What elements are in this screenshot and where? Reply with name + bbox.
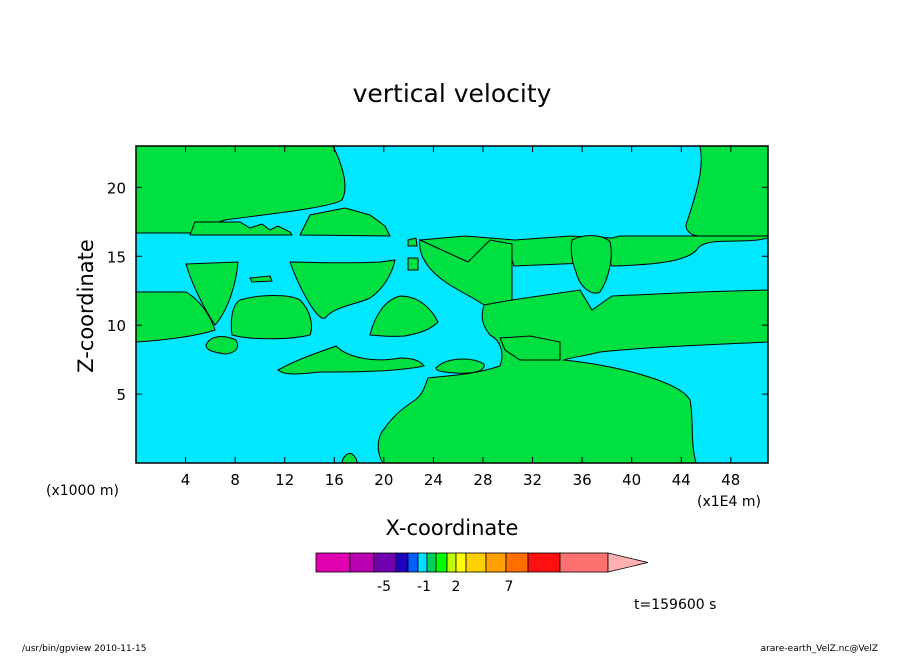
x-tick-label: 20 (374, 471, 393, 489)
region-positive-middle-band (277, 345, 425, 375)
colorbar-swatch (435, 552, 448, 573)
x-tick-label: 8 (230, 471, 240, 489)
colorbar-label: -5 (377, 579, 391, 595)
colorbar-swatch (559, 552, 609, 573)
region-positive-middle-left-band (135, 291, 216, 343)
colorbar-swatch (349, 552, 375, 573)
colorbar-swatch (485, 552, 507, 573)
region-positive-bottom-blob (341, 453, 358, 464)
region-positive-middle-left-cell (185, 261, 239, 326)
region-positive-top-left-band (189, 221, 293, 236)
x-tick-label: 36 (573, 471, 592, 489)
x-tick-label: 44 (672, 471, 691, 489)
colorbar-swatch (465, 552, 487, 573)
colorbar-swatch (426, 552, 437, 573)
plot-frame (135, 145, 769, 464)
x-tick-label: 48 (721, 471, 740, 489)
region-positive-small-blob-1 (407, 237, 418, 247)
x-axis-ticks: 4 8 12 16 20 24 28 32 36 40 44 48 (181, 146, 740, 489)
x-tick-label: 24 (424, 471, 443, 489)
footer-left: /usr/bin/gpview 2010-11-15 (22, 644, 146, 654)
y-tick-label: 20 (107, 179, 126, 197)
x-tick-label: 16 (325, 471, 344, 489)
colorbar-swatch (455, 552, 467, 573)
region-positive-tiny-blob (249, 275, 273, 283)
x-tick-label: 28 (473, 471, 492, 489)
y-tick-label: 10 (107, 317, 126, 335)
colorbar-label: 2 (452, 579, 461, 595)
y-axis-ticks: 5 10 15 20 (107, 179, 768, 404)
y-tick-label: 15 (107, 248, 126, 266)
region-positive-small-blob-2 (407, 257, 419, 271)
x-tick-label: 40 (622, 471, 641, 489)
x-axis-label: X-coordinate (386, 516, 519, 540)
colorbar-label: 7 (505, 579, 514, 595)
y-tick-label: 5 (116, 386, 126, 404)
x-tick-label: 12 (275, 471, 294, 489)
colorbar-swatch (315, 552, 351, 573)
contour-field (135, 145, 769, 464)
colorbar-swatch (505, 552, 529, 573)
region-positive-middle-cell-a (230, 295, 313, 340)
colorbar-swatch (373, 552, 397, 573)
region-positive-middle-cell-c (369, 295, 439, 337)
colorbar-swatch (407, 552, 419, 573)
region-positive-middle-cell-b (289, 259, 396, 319)
region-positive-upper-cell-b (570, 235, 612, 294)
colorbar-swatch (417, 552, 428, 573)
x-extent-label: (x1E4 m) (697, 494, 761, 510)
colorbar-swatch (395, 552, 409, 573)
colorbar (315, 552, 649, 573)
colorbar-label: -1 (417, 579, 431, 595)
x-unit-label: (x1000 m) (46, 483, 119, 499)
colorbar-swatch (446, 552, 457, 573)
time-label: t=159600 s (634, 597, 716, 613)
colorbar-swatch (527, 552, 561, 573)
colorbar-extend-arrow (607, 552, 649, 573)
chart-title: vertical velocity (353, 79, 552, 108)
y-axis-label: Z-coordinate (74, 239, 98, 373)
region-positive-right-band (377, 289, 769, 464)
x-tick-label: 4 (181, 471, 191, 489)
x-tick-label: 32 (523, 471, 542, 489)
region-positive-top-middle (299, 207, 391, 237)
colorbar-labels: -5 -1 2 7 (377, 579, 513, 595)
region-positive-right-lower-tail (499, 335, 561, 361)
region-positive-small-lobe-1 (205, 336, 239, 355)
footer-right: arare-earth_VelZ.nc@VelZ (761, 644, 878, 654)
